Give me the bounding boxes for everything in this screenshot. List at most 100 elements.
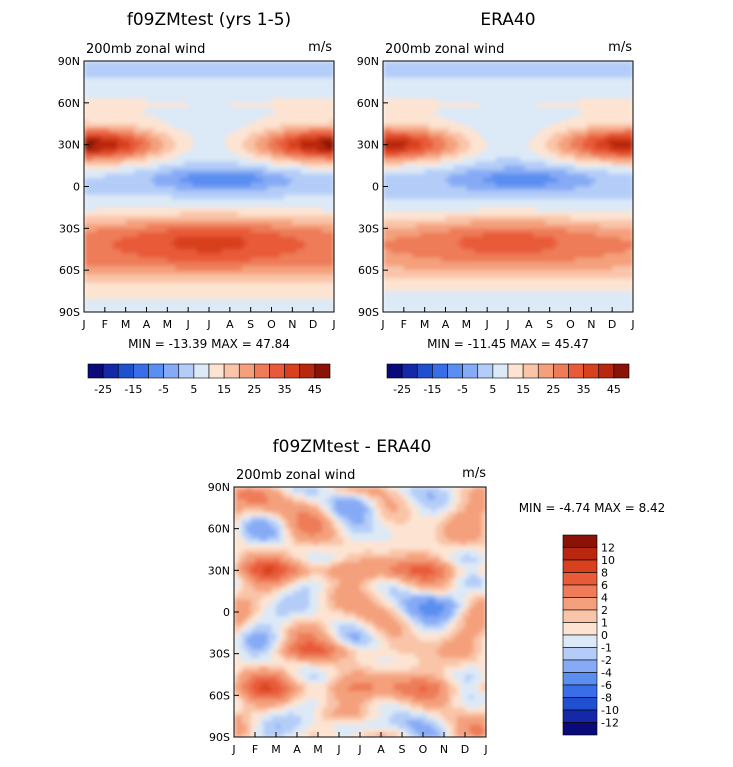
field-cell	[296, 236, 302, 242]
field-cell	[558, 119, 563, 125]
field-cell	[487, 111, 492, 116]
field-cell	[84, 65, 89, 70]
field-cell	[458, 61, 463, 66]
field-cell	[175, 182, 181, 188]
field-cell	[234, 157, 239, 162]
field-cell	[466, 115, 472, 121]
field-cell	[553, 65, 559, 70]
field-cell	[188, 211, 193, 217]
field-cell	[150, 299, 156, 305]
field-cell	[150, 219, 156, 225]
field-cell	[121, 219, 127, 225]
field-cell	[271, 81, 277, 87]
field-cell	[188, 69, 193, 75]
field-cell	[603, 127, 609, 133]
field-cell	[167, 119, 173, 125]
field-cell	[225, 224, 231, 229]
field-cell	[246, 228, 252, 234]
field-cell	[259, 61, 264, 66]
field-cell	[171, 178, 177, 183]
field-cell	[113, 140, 118, 146]
field-cell	[292, 307, 298, 312]
field-cell	[171, 203, 177, 209]
field-cell	[279, 203, 285, 209]
field-cell	[512, 123, 517, 129]
field-cell	[512, 86, 517, 91]
field-cell	[495, 90, 501, 96]
field-cell	[200, 107, 206, 112]
field-cell	[317, 123, 323, 129]
field-cell	[175, 153, 181, 158]
field-cell	[225, 190, 231, 196]
field-cell	[204, 61, 210, 66]
field-cell	[424, 86, 430, 91]
field-cell	[175, 199, 181, 204]
field-cell	[263, 107, 268, 112]
field-cell	[234, 224, 239, 229]
field-cell	[113, 207, 118, 213]
field-cell	[246, 207, 252, 213]
field-cell	[292, 165, 298, 171]
field-cell	[566, 102, 572, 108]
x-tick-label: F	[102, 318, 108, 331]
field-cell	[217, 98, 223, 104]
field-cell	[595, 140, 601, 146]
field-cell	[104, 119, 110, 125]
field-cell	[192, 157, 198, 162]
field-cell	[125, 153, 131, 158]
field-cell	[138, 115, 143, 121]
field-cell	[254, 148, 260, 154]
field-cell	[533, 86, 538, 91]
field-cell	[416, 119, 422, 125]
field-cell	[117, 153, 123, 158]
field-cell	[445, 140, 451, 146]
field-cell	[113, 132, 118, 137]
field-cell	[175, 140, 181, 146]
field-cell	[267, 257, 273, 263]
field-cell	[163, 207, 168, 213]
field-cell	[279, 94, 285, 100]
field-cell	[184, 77, 189, 83]
field-cell	[267, 90, 273, 96]
field-cell	[109, 98, 114, 104]
field-cell	[317, 295, 323, 301]
field-cell	[487, 102, 492, 108]
field-cell	[503, 127, 509, 133]
field-cell	[200, 73, 206, 79]
field-cell	[225, 165, 231, 171]
field-cell	[317, 207, 323, 213]
field-cell	[279, 140, 285, 146]
field-cell	[558, 98, 563, 104]
field-cell	[624, 111, 630, 116]
field-cell	[309, 215, 314, 221]
field-cell	[259, 161, 264, 167]
field-cell	[250, 224, 256, 229]
field-cell	[321, 90, 327, 96]
field-cell	[437, 69, 442, 75]
field-cell	[225, 182, 231, 188]
field-cell	[225, 274, 231, 280]
field-cell	[267, 115, 273, 121]
field-cell	[92, 111, 98, 116]
field-cell	[263, 127, 268, 133]
field-cell	[117, 219, 123, 225]
field-cell	[524, 65, 530, 70]
field-cell	[391, 119, 397, 125]
field-cell	[175, 61, 181, 66]
field-cell	[146, 261, 152, 267]
field-cell	[175, 232, 181, 238]
field-cell	[271, 261, 277, 267]
field-cell	[92, 215, 98, 221]
field-cell	[121, 77, 127, 83]
field-cell	[150, 194, 156, 200]
field-cell	[184, 190, 189, 196]
field-cell	[229, 81, 235, 87]
field-cell	[229, 203, 235, 209]
field-cell	[225, 282, 231, 288]
field-cell	[325, 295, 331, 301]
field-cell	[275, 169, 281, 175]
field-cell	[225, 253, 231, 259]
field-cell	[516, 61, 522, 66]
field-cell	[541, 107, 547, 112]
field-cell	[113, 86, 118, 91]
